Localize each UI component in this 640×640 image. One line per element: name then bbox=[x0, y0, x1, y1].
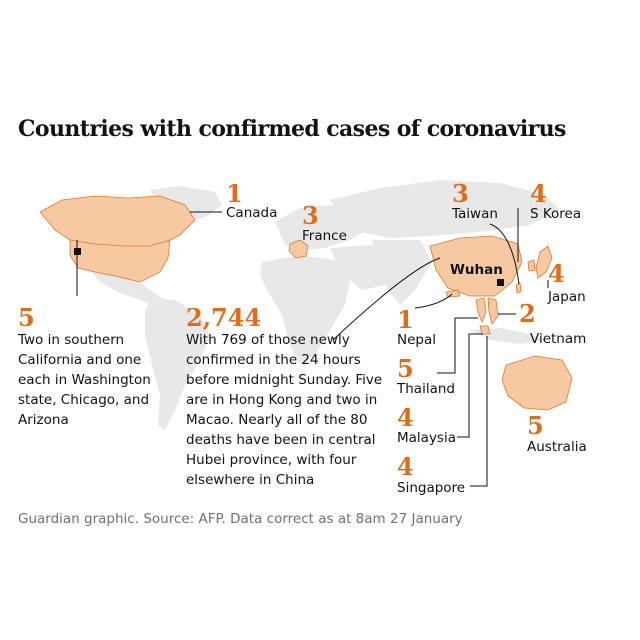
country-canada bbox=[39, 195, 196, 249]
count-canada: 1 bbox=[226, 179, 243, 208]
count-australia: 5 bbox=[527, 411, 544, 440]
count-japan: 4 bbox=[548, 259, 565, 288]
country-skorea bbox=[527, 259, 536, 272]
count-malaysia: 4 bbox=[397, 403, 414, 432]
us-note: Two in southern California and one each … bbox=[18, 330, 151, 430]
label-vietnam: Vietnam bbox=[530, 331, 587, 347]
country-usa bbox=[69, 239, 171, 283]
country-taiwan bbox=[515, 282, 522, 294]
us-note-line: California and one bbox=[18, 352, 142, 368]
country-japan bbox=[535, 245, 553, 279]
china-note-line: Macao. Nearly all of the 80 bbox=[186, 412, 368, 428]
count-singapore: 4 bbox=[397, 452, 414, 481]
china-note: With 769 of those newly confirmed in the… bbox=[186, 330, 382, 490]
china-note-line: are in Hong Kong and two in bbox=[186, 392, 378, 408]
china-note-line: elsewhere in China bbox=[186, 472, 315, 488]
land-africa bbox=[260, 255, 350, 365]
label-australia: Australia bbox=[527, 439, 587, 455]
count-france: 3 bbox=[302, 201, 319, 230]
country-vietnam bbox=[487, 297, 499, 325]
label-malaysia: Malaysia bbox=[397, 430, 456, 446]
us-note-line: state, Chicago, and bbox=[18, 392, 150, 408]
count-china: 2,744 bbox=[186, 303, 262, 332]
china-note-line: Hubei province, with four bbox=[186, 452, 357, 468]
land-south-america bbox=[145, 298, 210, 430]
label-france: France bbox=[302, 228, 347, 244]
land-russia bbox=[330, 180, 560, 238]
label-thailand: Thailand bbox=[397, 381, 455, 397]
count-nepal: 1 bbox=[397, 305, 414, 334]
map-title: Countries with confirmed cases of corona… bbox=[18, 116, 566, 142]
us-note-line: Two in southern bbox=[18, 332, 125, 348]
land-mexico-central-america bbox=[90, 270, 165, 308]
label-canada: Canada bbox=[226, 205, 278, 221]
label-nepal: Nepal bbox=[397, 332, 436, 348]
label-singapore: Singapore bbox=[397, 480, 466, 496]
source-note: Guardian graphic. Source: AFP. Data corr… bbox=[18, 511, 463, 527]
us-note-line: Arizona bbox=[18, 412, 69, 428]
leader-singapore bbox=[470, 336, 488, 487]
count-us: 5 bbox=[18, 303, 35, 332]
country-france bbox=[288, 239, 309, 259]
count-vietnam: 2 bbox=[519, 299, 536, 328]
count-thailand: 5 bbox=[397, 354, 414, 383]
us-note-line: each in Washington bbox=[18, 372, 151, 388]
leader-malaysia bbox=[457, 333, 483, 438]
china-note-line: With 769 of those newly bbox=[186, 332, 350, 348]
leader-china bbox=[332, 257, 441, 341]
leader-taiwan bbox=[489, 223, 520, 285]
count-skorea: 4 bbox=[530, 179, 547, 208]
china-note-line: confirmed in the 24 hours bbox=[186, 352, 361, 368]
country-nepal bbox=[445, 289, 461, 298]
land-india-central-asia bbox=[372, 240, 432, 305]
china-note-line: deaths have been in central bbox=[186, 432, 376, 448]
leader-thailand bbox=[437, 317, 478, 374]
country-australia bbox=[501, 355, 573, 411]
label-taiwan: Taiwan bbox=[452, 206, 498, 222]
land-uk bbox=[282, 214, 293, 230]
country-malaysia bbox=[479, 325, 491, 335]
wuhan-marker bbox=[497, 279, 504, 286]
china-note-line: before midnight Sunday. Five bbox=[186, 372, 383, 388]
count-taiwan: 3 bbox=[452, 179, 469, 208]
leader-nepal bbox=[414, 293, 453, 309]
label-skorea: S Korea bbox=[530, 206, 582, 222]
country-thailand bbox=[475, 297, 487, 324]
city-label-wuhan: Wuhan bbox=[450, 262, 503, 278]
label-japan: Japan bbox=[548, 289, 586, 305]
